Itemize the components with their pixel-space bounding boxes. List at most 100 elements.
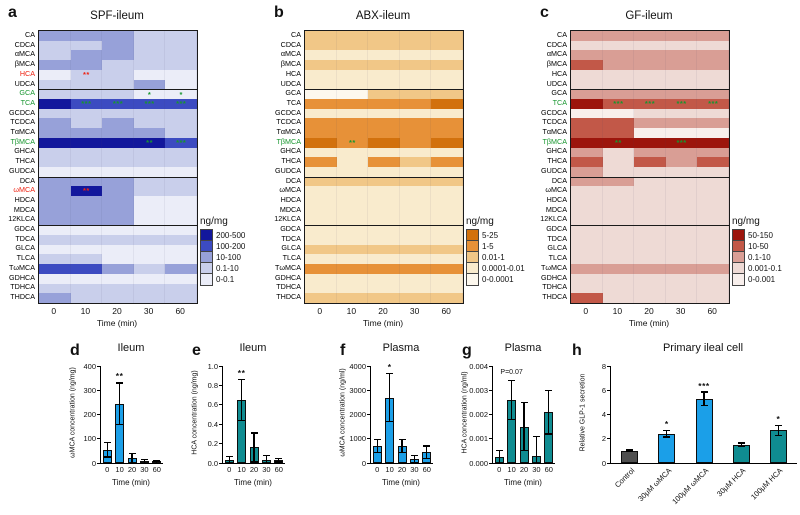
heatmap-cell xyxy=(368,69,400,80)
heatmap-row-label: GDHCA xyxy=(9,272,35,282)
heatmap-cell xyxy=(336,79,369,90)
error-bar xyxy=(401,439,403,453)
heatmap-cell xyxy=(70,147,103,158)
y-tick-label: 1000 xyxy=(349,434,366,444)
panel-b-heatmap-abx-ileum: b ABX-ileum CA CDCA αMCA βMCA HCA UDCA GCA TCA G… xyxy=(266,0,532,340)
error-bar-cap-top xyxy=(410,455,418,457)
heatmap-cell xyxy=(634,244,666,255)
heatmap-cell: *** xyxy=(665,137,698,148)
heatmap-cell xyxy=(165,157,197,167)
error-bar xyxy=(426,446,428,459)
heatmap-cell xyxy=(133,293,166,303)
heatmap-cell xyxy=(431,69,463,80)
heatmap-cell xyxy=(634,176,666,187)
heatmap-cell xyxy=(70,235,103,245)
legend-range-label: 5-25 xyxy=(482,231,499,240)
heatmap-cell xyxy=(399,50,432,61)
heatmap-cell xyxy=(336,264,369,274)
heatmap-cell xyxy=(571,196,603,206)
heatmap-cell xyxy=(165,167,197,177)
heatmap-cell xyxy=(368,147,400,158)
heatmap-row-label: MDCA xyxy=(279,204,301,214)
significance-stars: *** xyxy=(176,99,187,108)
panel-letter-d: d xyxy=(70,342,80,359)
heatmap-cell xyxy=(133,157,166,167)
y-tick-label: 2000 xyxy=(349,410,366,419)
y-tick-label: 0.4 xyxy=(207,419,218,429)
heatmap-cell xyxy=(133,196,166,206)
heatmap-cell xyxy=(634,50,666,61)
heatmap-cell xyxy=(634,118,666,129)
heatmap-cell xyxy=(634,69,666,80)
significance-stars: *** xyxy=(144,99,155,108)
x-category-label: 10 xyxy=(507,465,516,474)
heatmap-cell xyxy=(697,205,729,216)
heatmap-cell xyxy=(431,264,463,274)
heatmap-row-label: GUDCA xyxy=(9,165,35,175)
y-tick-label: 4000 xyxy=(349,361,366,371)
error-bar xyxy=(143,459,145,463)
heatmap-cell xyxy=(165,205,197,216)
heatmap-row-label: GDCA xyxy=(546,224,567,234)
panel-h-title: Primary ileal cell xyxy=(662,342,744,354)
x-category-label: 0 xyxy=(105,465,110,474)
heatmap-row-label: TβMCA xyxy=(10,136,36,146)
significance-stars: *** xyxy=(112,99,124,108)
heatmap-cell xyxy=(602,167,635,177)
x-category-label: 60 xyxy=(152,465,161,474)
heatmap-row-label: TβMCA xyxy=(276,136,302,146)
heatmap-row-label: αMCA xyxy=(546,49,567,59)
y-tick-mark xyxy=(97,365,101,367)
panel-c-title: GF-ileum xyxy=(625,10,673,22)
heatmap-cell xyxy=(665,31,698,41)
heatmap-cell xyxy=(102,50,134,61)
heatmap-cell xyxy=(39,69,71,80)
legend-range-label: 0-0.0001 xyxy=(482,275,514,284)
heatmap-cell xyxy=(571,167,603,177)
heatmap-row-label: GLCA xyxy=(281,243,301,253)
heatmap-cell xyxy=(665,118,698,129)
heatmap-row-label: CDCA xyxy=(546,39,567,49)
legend-range-label: 0.001-0.1 xyxy=(748,264,782,273)
heatmap-cell xyxy=(305,79,337,90)
heatmap-cell xyxy=(102,157,134,167)
heatmap-cell xyxy=(305,50,337,61)
heatmap-cell xyxy=(602,215,635,226)
heatmap-row-label: THCA xyxy=(547,156,567,166)
panel-e-y-axis-label: HCA concentration (ng/mg) xyxy=(191,370,199,455)
heatmap-cell xyxy=(70,60,103,70)
y-tick-label: 0 xyxy=(601,458,606,468)
legend-range-label: 0.1-10 xyxy=(748,253,771,262)
heatmap-cell xyxy=(697,128,729,138)
heatmap-cell xyxy=(602,235,635,245)
panel-e-plot-area: 0.0 0.2 0.4 0.6 0.8 1.0 0 10 20 30 60 ** xyxy=(208,362,285,474)
heatmap-cell xyxy=(431,176,463,187)
legend-range-label: 0.1-10 xyxy=(216,264,239,273)
error-bar-cap-top xyxy=(275,457,283,459)
error-bar-cap-bottom xyxy=(386,421,394,423)
error-bar-cap-bottom xyxy=(700,404,708,407)
heatmap-cell xyxy=(305,137,337,148)
heatmap-cell xyxy=(39,118,71,129)
heatmap-cell xyxy=(571,273,603,284)
y-tick-label: 6 xyxy=(601,385,606,395)
heatmap-cell xyxy=(697,31,729,41)
heatmap-cell xyxy=(571,283,603,294)
significance-stars: *** xyxy=(698,380,710,391)
y-tick-mark xyxy=(219,365,223,367)
heatmap-cell xyxy=(368,293,400,303)
heatmap-cell xyxy=(39,176,71,187)
heatmap-cell xyxy=(571,244,603,255)
heatmap-cell xyxy=(305,196,337,206)
error-bar xyxy=(548,390,550,434)
legend-entry: 0-0.1 xyxy=(200,272,270,286)
heatmap-cell xyxy=(39,225,71,235)
heatmap-row-label: GUDCA xyxy=(541,165,567,175)
heatmap-cell xyxy=(39,137,71,148)
heatmap-cell xyxy=(634,167,666,177)
heatmap-row-label: HDCA xyxy=(546,194,567,204)
heatmap-cell xyxy=(102,293,134,303)
heatmap-cell xyxy=(665,283,698,294)
y-tick-label: 0 xyxy=(91,458,96,468)
heatmap-cell xyxy=(368,273,400,284)
